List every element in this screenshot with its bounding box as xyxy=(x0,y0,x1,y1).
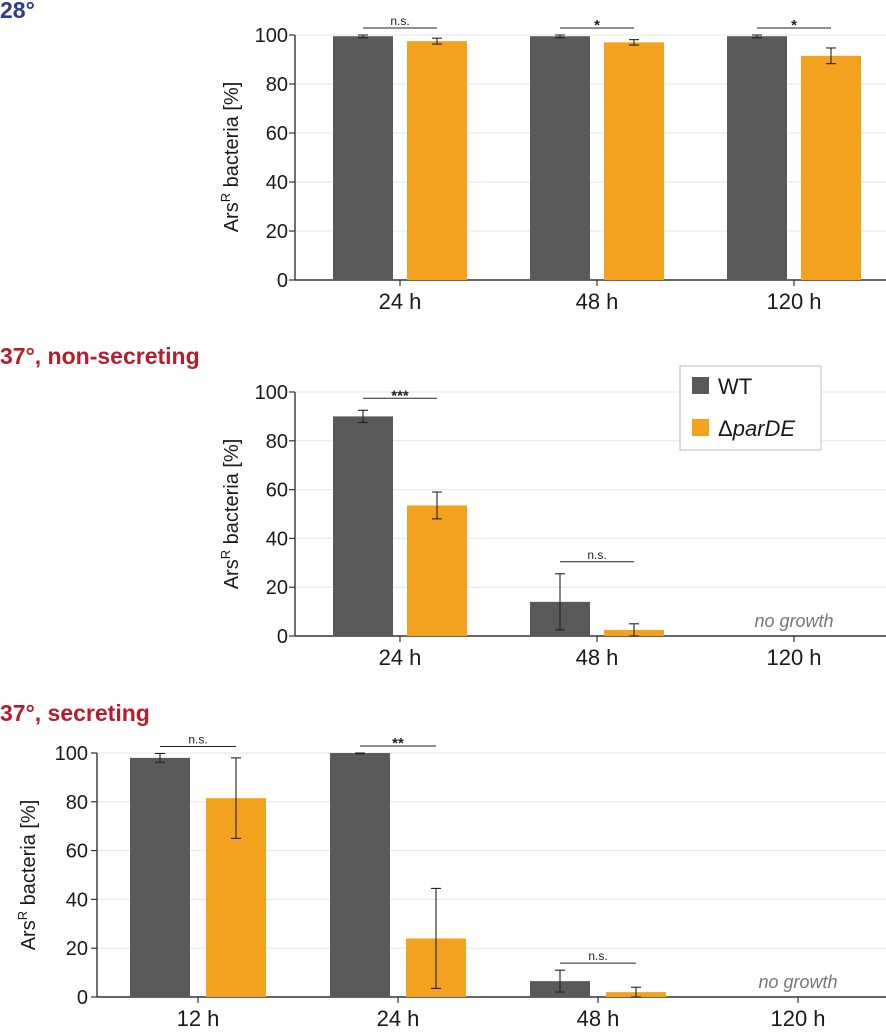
x-tick-label: 12 h xyxy=(177,1006,220,1031)
chart-28-degrees: 0 20 40 60 80 100 ArsR bacteria [%] 24 h n.s. 48 … xyxy=(218,14,886,314)
x-tick-label: 48 h xyxy=(576,289,619,314)
x-tick-label: 120 h xyxy=(770,1006,825,1031)
y-tick-label: 60 xyxy=(266,480,288,502)
y-tick-label: 100 xyxy=(55,743,88,765)
y-tick-label: 0 xyxy=(77,987,88,1009)
bar-wt xyxy=(330,753,390,997)
legend-swatch-parde xyxy=(692,419,709,436)
y-tick-label: 20 xyxy=(266,577,288,599)
x-tick-label: 24 h xyxy=(379,645,422,670)
bar-wt xyxy=(130,757,190,997)
legend-label-parde: ΔparDE xyxy=(718,416,795,441)
y-axis-label: ArsR bacteria [%] xyxy=(218,439,243,590)
bar-wt xyxy=(333,36,393,280)
significance-label: n.s. xyxy=(587,548,606,562)
bar-wt xyxy=(530,36,590,280)
significance-label: n.s. xyxy=(588,949,607,963)
x-tick-label: 120 h xyxy=(766,645,821,670)
y-tick-label: 60 xyxy=(66,841,88,863)
y-tick-label: 20 xyxy=(266,221,288,243)
y-tick-label: 100 xyxy=(255,382,288,404)
y-tick-label: 0 xyxy=(277,270,288,292)
x-tick-label: 48 h xyxy=(577,1006,620,1031)
y-axis-label: ArsR bacteria [%] xyxy=(15,800,40,951)
x-tick-label: 48 h xyxy=(576,645,619,670)
bar-parde xyxy=(801,55,861,281)
panel-title-28: 28° xyxy=(0,0,35,23)
bar-parde xyxy=(604,42,664,280)
legend-swatch-wt xyxy=(692,377,709,394)
chart-37-non-secreting: 0 20 40 60 80 100 ArsR bacteria [%] 24 h *** 48 h… xyxy=(218,382,886,670)
x-tick-label: 120 h xyxy=(766,289,821,314)
bar-wt xyxy=(333,416,393,636)
bar-parde xyxy=(407,505,467,636)
y-tick-label: 40 xyxy=(266,528,288,550)
y-tick-label: 80 xyxy=(266,74,288,96)
x-tick-label: 24 h xyxy=(377,1006,420,1031)
y-tick-label: 100 xyxy=(255,25,288,47)
y-tick-label: 80 xyxy=(266,431,288,453)
x-tick-label: 24 h xyxy=(379,289,422,314)
y-tick-label: 40 xyxy=(266,172,288,194)
y-tick-label: 20 xyxy=(66,938,88,960)
legend-label-wt: WT xyxy=(718,374,752,399)
no-growth-label: no growth xyxy=(754,611,833,631)
chart-37-secreting: 0 20 40 60 80 100 ArsR bacteria [%] 12 h n.s. 24 … xyxy=(15,732,886,1031)
bar-wt xyxy=(727,36,787,280)
y-tick-label: 80 xyxy=(66,792,88,814)
bar-parde xyxy=(407,41,467,280)
legend: WT ΔparDE xyxy=(679,365,822,451)
y-tick-label: 40 xyxy=(66,889,88,911)
no-growth-label: no growth xyxy=(758,972,837,992)
significance-label: * xyxy=(594,17,600,34)
y-axis-label: ArsR bacteria [%] xyxy=(218,82,243,233)
significance-label: n.s. xyxy=(188,732,207,746)
significance-label: * xyxy=(791,17,797,34)
significance-label: ** xyxy=(392,735,404,752)
panel-title-37-non-secreting: 37°, non-secreting xyxy=(0,343,200,369)
significance-label: n.s. xyxy=(390,14,409,28)
significance-label: *** xyxy=(391,387,409,404)
panel-title-37-secreting: 37°, secreting xyxy=(0,700,150,726)
y-tick-label: 0 xyxy=(277,626,288,648)
y-tick-label: 60 xyxy=(266,123,288,145)
